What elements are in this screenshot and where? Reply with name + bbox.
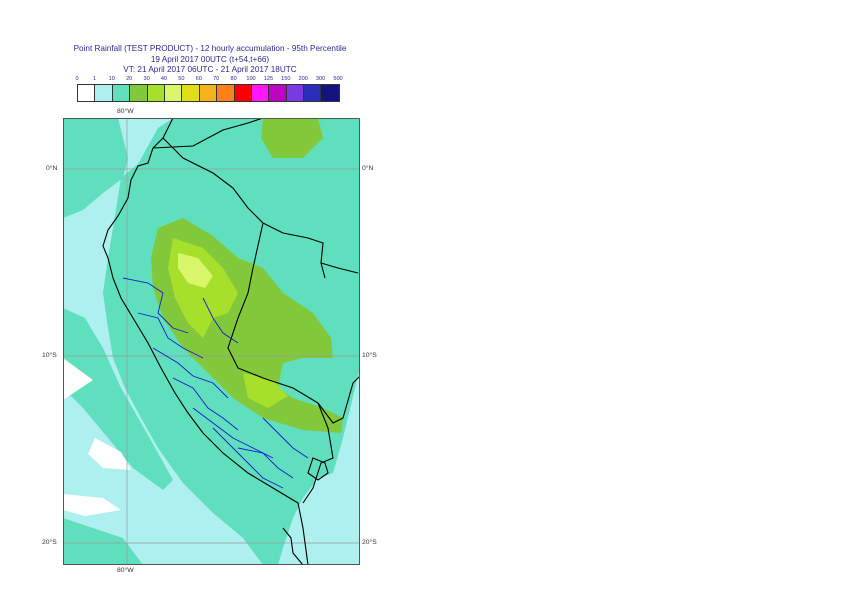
ocean-rain-patch-sw (63, 518, 143, 565)
legend-swatch (251, 85, 270, 101)
title-line-2: 19 April 2017 00UTC (t+54,t+66) (150, 54, 270, 64)
lat-label-20s-left: 20°S (42, 539, 57, 546)
legend-tick-label: 70 (213, 76, 220, 82)
coastline (102, 118, 309, 565)
dry-patch-1 (63, 358, 93, 400)
lon-label-80w-top: 80°W (117, 108, 134, 115)
region-line-3 (152, 347, 229, 399)
region-line-4 (172, 377, 239, 431)
legend-tick-label: 50 (178, 76, 185, 82)
dry-patch-4 (63, 494, 121, 516)
legend-tick-label: 10 (108, 76, 115, 82)
ocean-rain-patch-coastal (63, 308, 173, 490)
legend-tick-label: 20 (126, 76, 133, 82)
lat-label-10s-right: 10°S (362, 352, 377, 359)
legend-swatch (199, 85, 218, 101)
region-line-9 (202, 297, 239, 344)
dry-patch-2 (88, 438, 131, 470)
legend-swatch (217, 85, 235, 101)
legend-swatch (78, 85, 96, 101)
rain-core-north (261, 118, 323, 158)
legend-swatch (112, 85, 131, 101)
legend-swatch (164, 85, 183, 101)
legend-swatch (286, 85, 305, 101)
legend-tick-label: 125 (263, 76, 274, 82)
region-line-2 (137, 312, 204, 359)
legend-tick-label: 100 (246, 76, 256, 82)
bolivia-border (317, 375, 360, 424)
map-frame (63, 118, 360, 565)
legend-tick-label: 1 (92, 76, 96, 82)
brazil-border-north (320, 262, 359, 274)
legend-swatch (182, 85, 200, 101)
region-line-7 (237, 447, 294, 479)
title-line-3: VT: 21 April 2017 06UTC - 21 April 2017 … (123, 65, 297, 74)
legend-tick-label: 500 (333, 76, 343, 82)
title-block: Point Rainfall (TEST PRODUCT) - 12 hourl… (60, 44, 360, 76)
rainfall-map (63, 118, 360, 565)
legend-swatch (147, 85, 165, 101)
graticule (63, 118, 360, 565)
region-line-8 (262, 417, 309, 459)
lat-label-10s-left: 10°S (42, 352, 57, 359)
legend-tick-label: 30 (143, 76, 150, 82)
region-boundaries (122, 277, 309, 489)
legend-swatch (130, 85, 148, 101)
legend-swatch (269, 85, 287, 101)
legend-tick-label: 80 (230, 76, 237, 82)
lake-titicaca (307, 457, 329, 481)
legend-tick-label: 0 (75, 76, 79, 82)
region-line-5 (192, 407, 274, 459)
legend-swatch (234, 85, 252, 101)
colombia-border (152, 118, 264, 149)
rain-core-south (243, 373, 288, 408)
legend-tick-label: 300 (315, 76, 326, 82)
ocean-rain-patch-nw (63, 118, 128, 218)
coastline-and-borders (102, 118, 360, 565)
region-line-6 (212, 427, 284, 489)
legend-tick-label: 150 (281, 76, 291, 82)
rain-core-max (178, 253, 213, 288)
region-line-1 (122, 277, 189, 334)
lat-label-0n-right: 0°N (362, 165, 374, 172)
lat-label-20s-right: 20°S (362, 539, 377, 546)
legend-tick-label: 60 (195, 76, 202, 82)
lat-label-0n-left: 0°N (46, 165, 58, 172)
scale-bar (77, 84, 340, 102)
legend-tick-label: 40 (160, 76, 168, 82)
scale-labels: 0 1 10 20 30 40 50 60 70 80 100 125 150 200 300 500 (60, 76, 360, 84)
chile-border (282, 527, 304, 565)
colour-scale-legend: 0 1 10 20 30 40 50 60 70 80 100 125 150 200 300 500 (60, 76, 360, 102)
legend-swatch (304, 85, 322, 101)
lon-label-80w-bottom: 80°W (117, 567, 134, 574)
legend-tick-label: 200 (298, 76, 308, 82)
legend-swatch (95, 85, 113, 101)
title-line-1: Point Rainfall (TEST PRODUCT) - 12 hourl… (73, 44, 347, 53)
legend-swatch (321, 85, 339, 101)
map-canvas (63, 118, 360, 565)
